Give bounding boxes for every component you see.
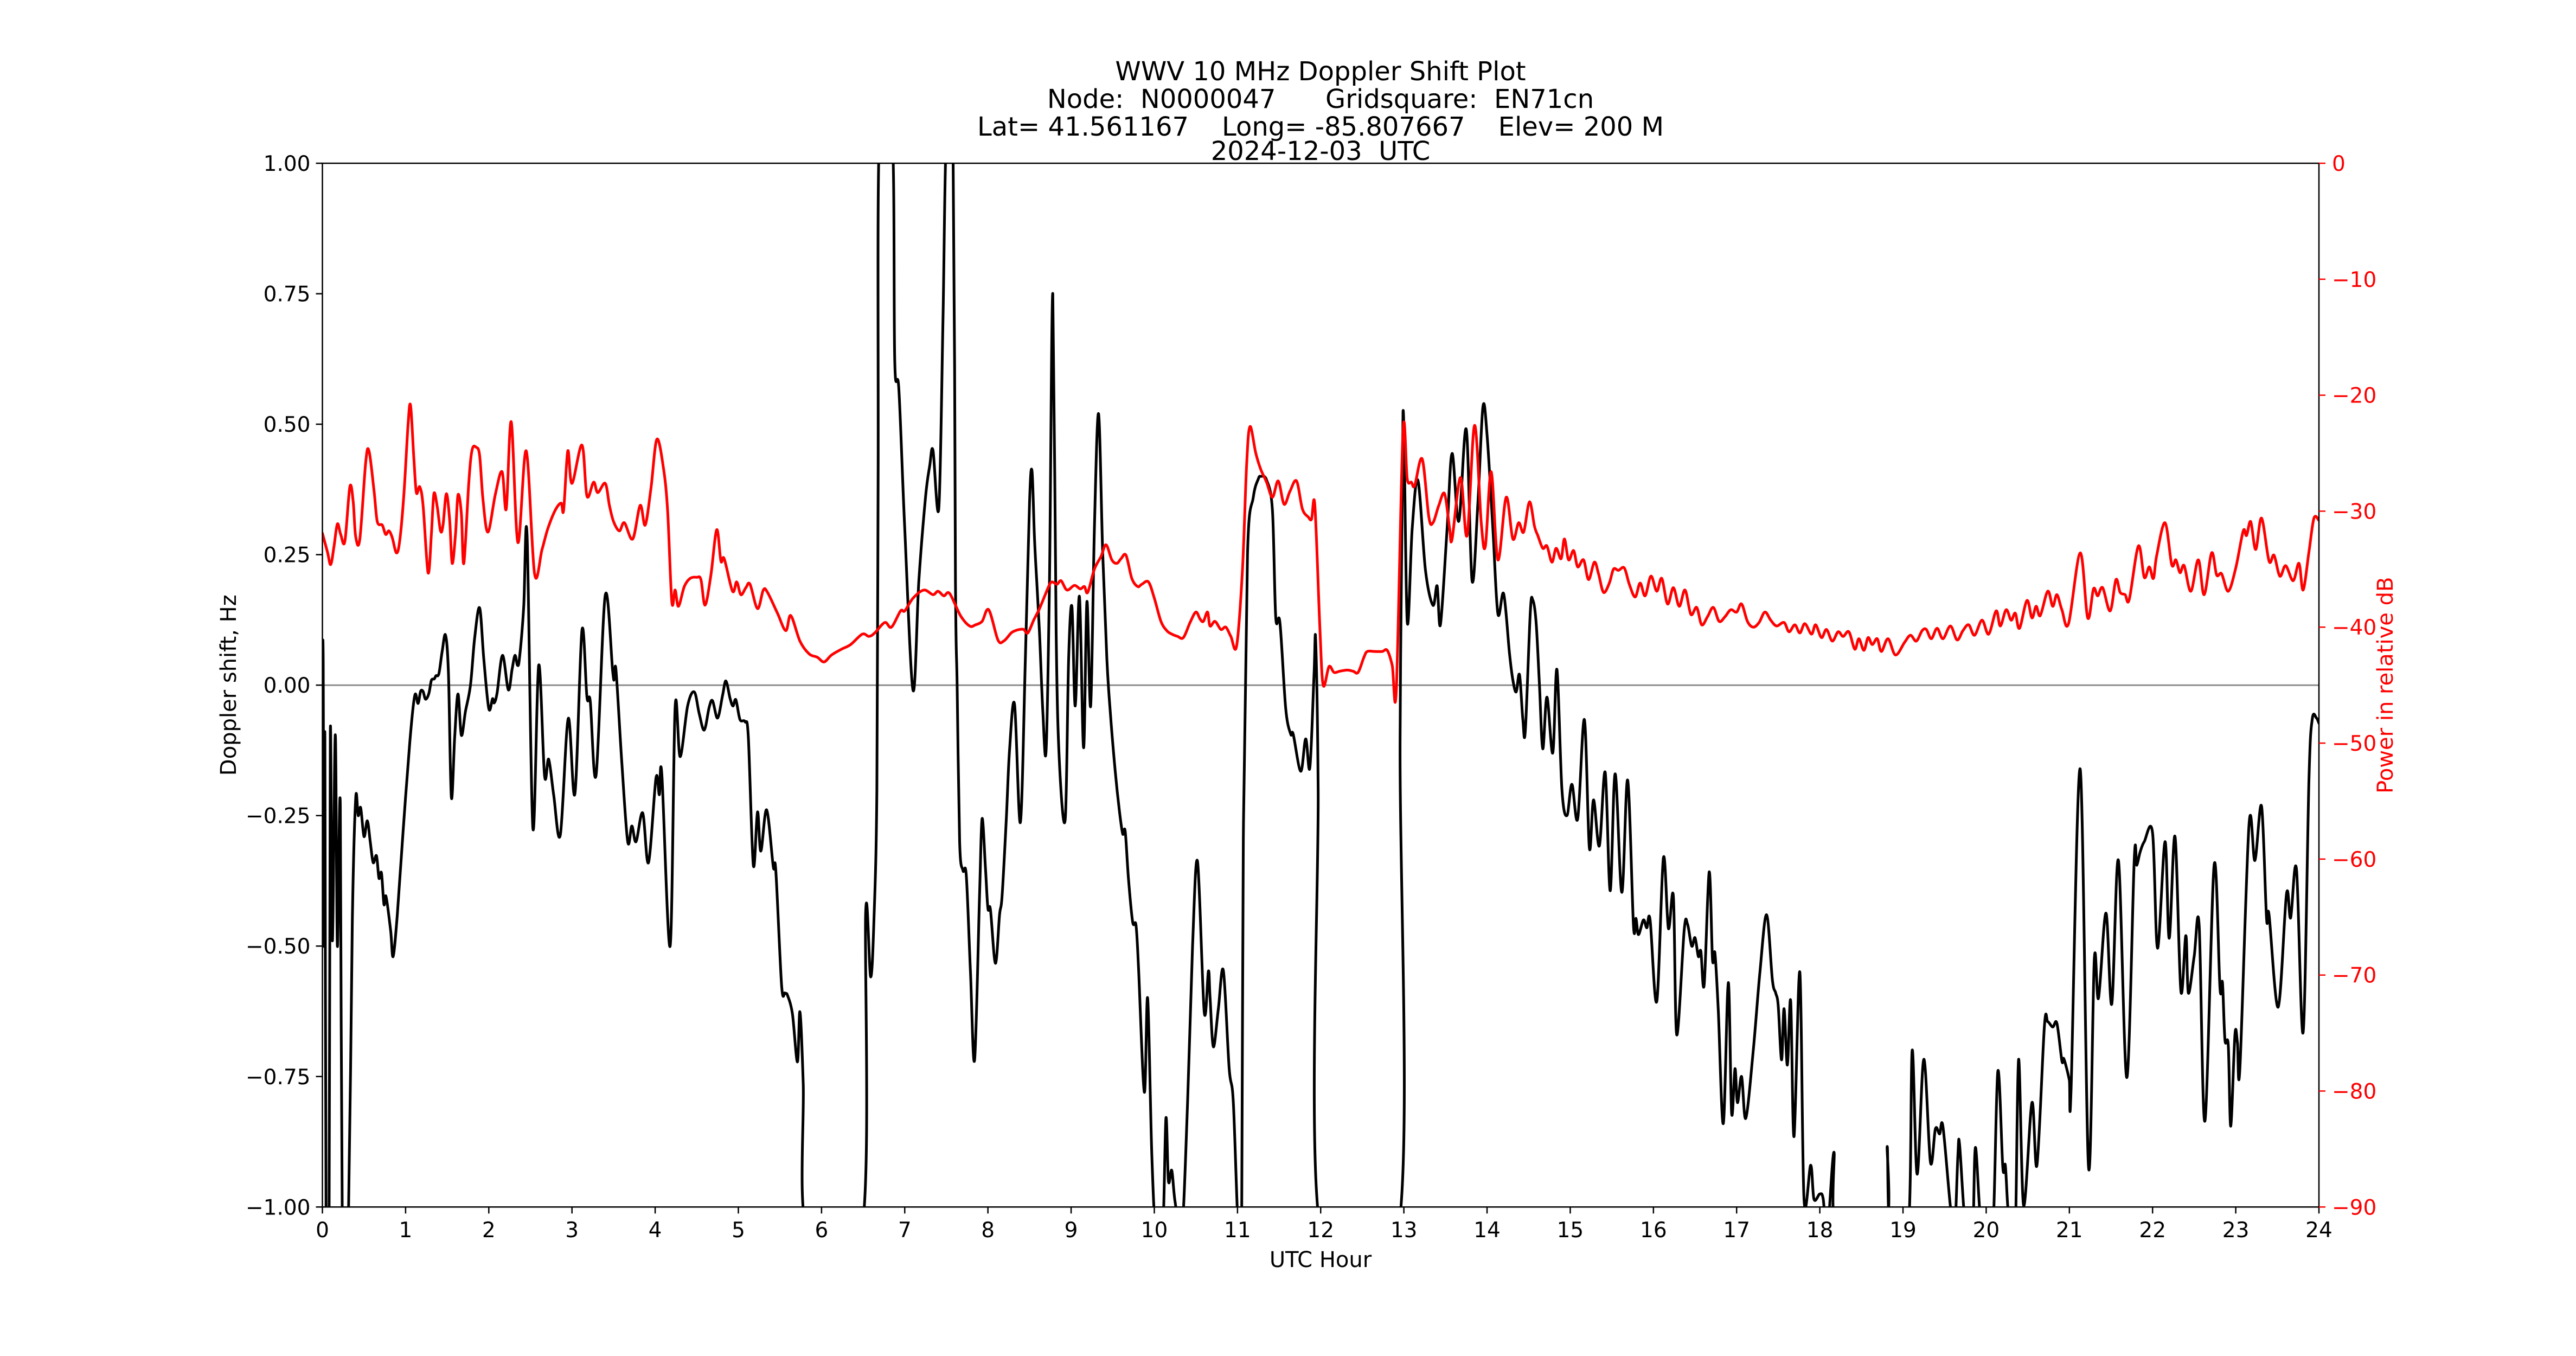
- x-tick-label: 21: [2056, 1218, 2083, 1243]
- series-doppler-shift: [322, 163, 2319, 1207]
- right-y-tick-label: −90: [2332, 1195, 2376, 1220]
- x-tick-label: 16: [1640, 1218, 1667, 1243]
- x-tick-label: 7: [898, 1218, 912, 1243]
- x-tick-label: 20: [1973, 1218, 2000, 1243]
- left-y-tick-label: −1.00: [246, 1195, 311, 1220]
- x-tick-label: 10: [1141, 1218, 1168, 1243]
- right-y-tick-label: 0: [2332, 152, 2346, 176]
- x-tick-label: 17: [1723, 1218, 1750, 1243]
- x-tick-label: 18: [1806, 1218, 1834, 1243]
- x-tick-label: 2: [482, 1218, 496, 1243]
- left-y-tick-label: −0.25: [246, 804, 311, 829]
- x-axis-ticks: 0 1 2 3 4 5 6 7 8 9 10 11 12 13 14 15 16 17 18 19 20 21 22 23 24: [316, 1207, 2333, 1243]
- right-y-tick-label: −10: [2332, 268, 2376, 292]
- x-tick-label: 22: [2139, 1218, 2166, 1243]
- chart-subtitle-lat-long-elev: Lat= 41.561167 Long= -85.807667 Elev= 20…: [977, 112, 1664, 142]
- left-y-tick-label: 0.75: [264, 283, 311, 307]
- left-y-tick-label: 0.25: [264, 543, 311, 568]
- x-tick-label: 14: [1473, 1218, 1501, 1243]
- x-tick-label: 3: [565, 1218, 579, 1243]
- x-tick-label: 23: [2222, 1218, 2250, 1243]
- x-tick-label: 1: [399, 1218, 412, 1243]
- right-y-tick-label: −20: [2332, 384, 2376, 408]
- right-y-tick-label: −80: [2332, 1079, 2376, 1104]
- left-y-axis-label: Doppler shift, Hz: [216, 594, 241, 776]
- x-tick-label: 13: [1390, 1218, 1418, 1243]
- x-tick-label: 9: [1065, 1218, 1078, 1243]
- chart-subtitle-date: 2024-12-03 UTC: [1211, 136, 1431, 167]
- left-y-tick-label: −0.50: [246, 935, 311, 959]
- left-y-tick-label: −0.75: [246, 1065, 311, 1090]
- chart-title-block: WWV 10 MHz Doppler Shift Plot Node: N000…: [977, 56, 1664, 167]
- x-tick-label: 11: [1224, 1218, 1251, 1243]
- x-tick-label: 12: [1307, 1218, 1334, 1243]
- x-tick-label: 24: [2305, 1218, 2333, 1243]
- right-y-tick-label: −30: [2332, 500, 2376, 524]
- x-tick-label: 5: [732, 1218, 745, 1243]
- chart-title: WWV 10 MHz Doppler Shift Plot: [1115, 56, 1526, 87]
- x-tick-label: 19: [1889, 1218, 1917, 1243]
- right-y-tick-label: −50: [2332, 732, 2376, 756]
- right-y-tick-label: −60: [2332, 848, 2376, 872]
- left-y-tick-label: 1.00: [264, 152, 311, 176]
- right-y-tick-label: −40: [2332, 616, 2376, 640]
- x-tick-label: 4: [649, 1218, 662, 1243]
- left-y-tick-label: 0.00: [264, 674, 311, 698]
- x-tick-label: 0: [316, 1218, 329, 1243]
- right-y-tick-label: −70: [2332, 964, 2376, 988]
- right-axis-ticks: 0 −10 −20 −30 −40 −50 −60 −70 −80 −90: [2319, 152, 2376, 1220]
- right-y-axis-label: Power in relative dB: [2373, 577, 2398, 794]
- x-tick-label: 6: [815, 1218, 828, 1243]
- left-axis-ticks: 1.00 0.75 0.50 0.25 0.00 −0.25 −0.50 −0.75 −1.00: [246, 152, 323, 1220]
- x-tick-label: 15: [1557, 1218, 1584, 1243]
- chart-subtitle-node-gridsquare: Node: N0000047 Gridsquare: EN71cn: [1047, 84, 1594, 114]
- x-axis-label: UTC Hour: [1270, 1248, 1372, 1272]
- series-power: [322, 402, 2319, 704]
- left-y-tick-label: 0.50: [264, 413, 311, 437]
- series-group: [322, 163, 2319, 1207]
- x-tick-label: 8: [981, 1218, 995, 1243]
